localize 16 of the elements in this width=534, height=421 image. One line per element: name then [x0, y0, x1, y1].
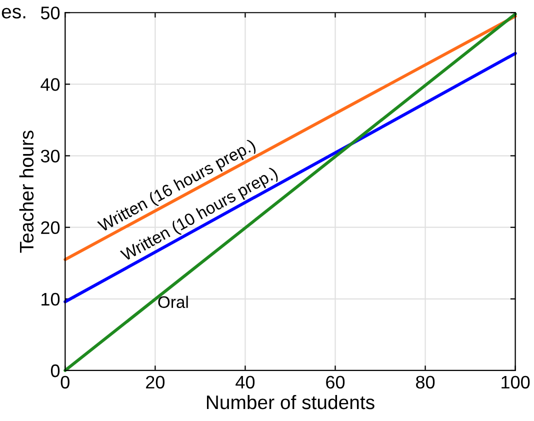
y-tick-label: 10 — [42, 292, 60, 306]
x-tick-label: 0 — [60, 376, 70, 389]
y-tick-label: 40 — [40, 78, 60, 91]
y-tick-label: 50 — [40, 6, 60, 20]
x-tick-label: 100 — [502, 376, 530, 389]
x-tick-label: 60 — [326, 376, 345, 389]
y-tick-label: 30 — [40, 150, 60, 162]
x-tick-label: 40 — [236, 376, 255, 389]
x-tick-label: 80 — [416, 376, 435, 389]
text: es. — [2, 8, 26, 18]
x-tick-label: 20 — [146, 376, 165, 389]
y-tick-label: 20 — [41, 221, 60, 234]
series-label: Oral — [158, 296, 188, 308]
y-tick-label: 0 — [50, 364, 60, 378]
x-axis-title: Number of students — [206, 394, 374, 410]
y-axis-title: Teacher hours — [19, 130, 34, 253]
